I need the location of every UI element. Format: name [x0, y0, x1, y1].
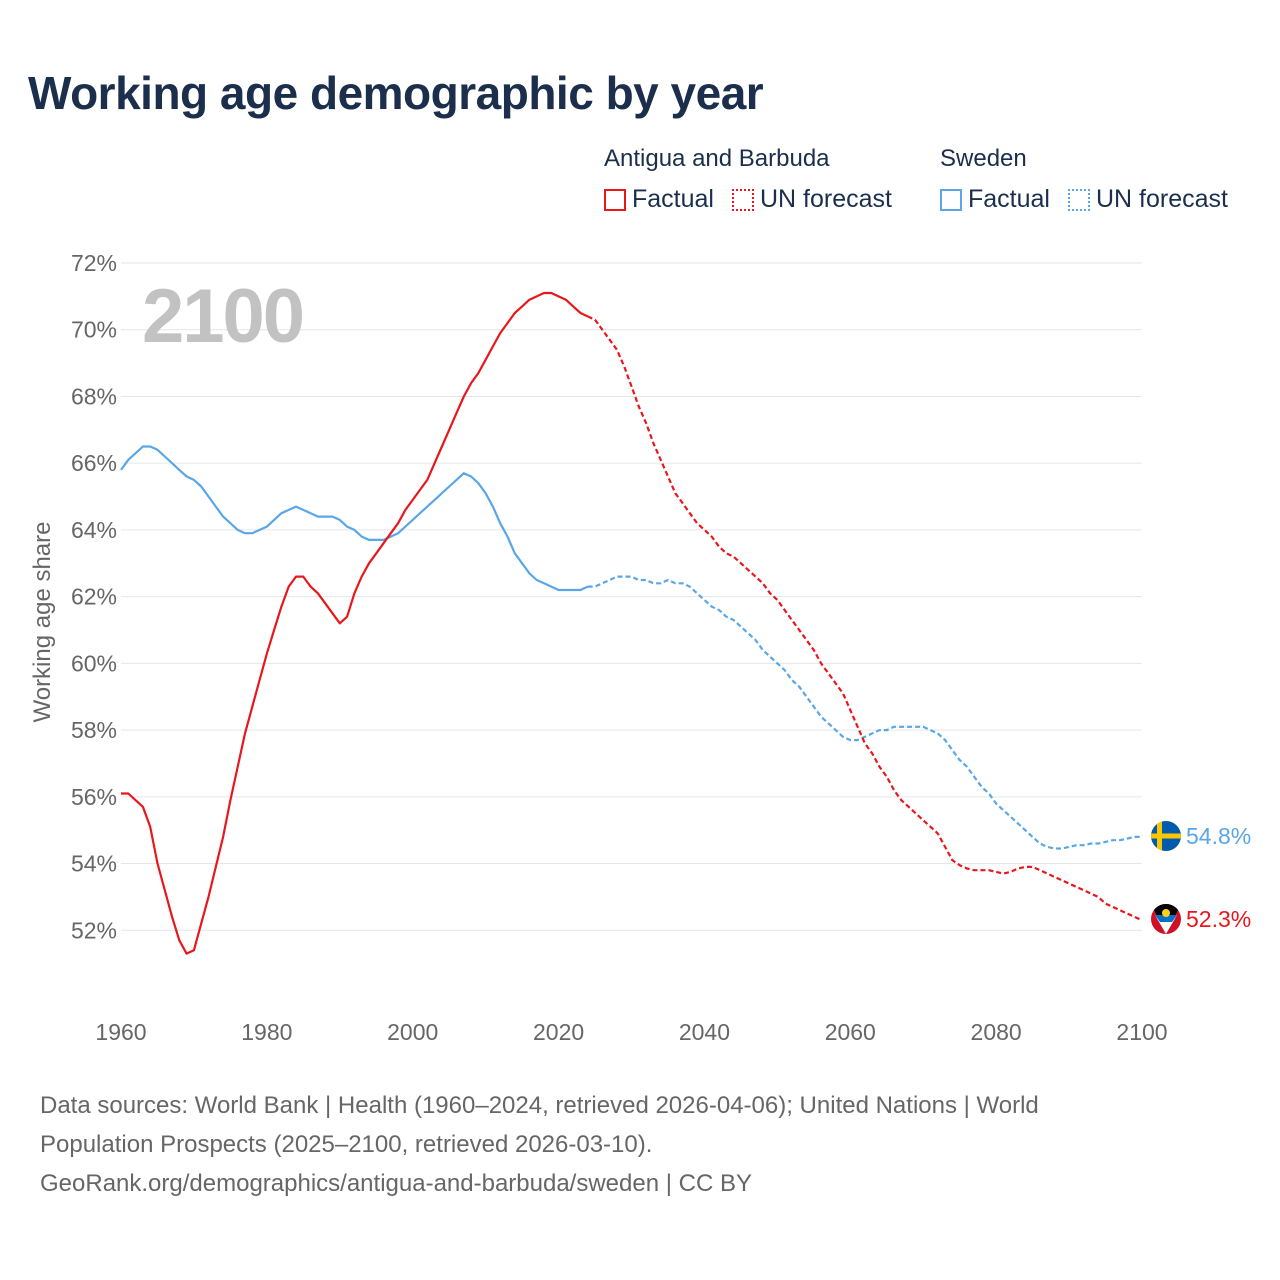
legend-label: UN forecast — [759, 185, 892, 213]
footer-line: Data sources: World Bank | Health (1960–… — [40, 1092, 1039, 1119]
series-line-antigua-factual[interactable] — [121, 291, 589, 955]
legend-swatch-solid — [604, 188, 626, 211]
end-label-sweden: 54.8% — [1186, 823, 1251, 849]
year-watermark: 2100 — [142, 274, 303, 359]
footer-link[interactable]: GeoRank.org/demographics/antigua-and-bar… — [40, 1170, 752, 1197]
x-tick-label: 2020 — [533, 1019, 584, 1045]
legend-label: Factual — [632, 185, 714, 213]
x-tick-label: 1960 — [95, 1019, 146, 1045]
y-tick-label: 66% — [71, 450, 117, 476]
x-tick-label: 2080 — [971, 1019, 1022, 1045]
series-lines — [120, 291, 1143, 955]
legend-label: UN forecast — [1095, 185, 1228, 213]
y-axis-label: Working age share — [29, 522, 56, 723]
y-tick-label: 64% — [71, 517, 117, 543]
gridlines — [121, 262, 1142, 931]
sweden-flag-icon — [1151, 821, 1181, 851]
x-tick-label: 2040 — [679, 1019, 730, 1045]
legend-antigua-forecast[interactable]: UN forecast — [731, 185, 892, 214]
legend-group-name: Sweden — [940, 145, 1027, 172]
y-tick-label: 54% — [71, 851, 117, 877]
y-tick-label: 68% — [71, 383, 117, 409]
legend-label: Factual — [968, 185, 1050, 213]
y-axis-ticks: 52% 54% 56% 58% 60% 62% 64% 66% 68% 70% 72% — [71, 250, 117, 943]
y-tick-label: 70% — [71, 317, 117, 343]
footer-line: Population Prospects (2025–2100, retriev… — [40, 1131, 653, 1158]
legend-sweden-factual[interactable]: Factual — [940, 185, 1050, 214]
legend-swatch-dotted — [1067, 188, 1090, 211]
x-tick-label: 2100 — [1116, 1019, 1167, 1045]
legend-group-antigua: Antigua and Barbuda Factual UN forecast — [604, 145, 910, 214]
x-tick-label: 2060 — [825, 1019, 876, 1045]
y-tick-label: 60% — [71, 650, 117, 676]
y-tick-label: 58% — [71, 717, 117, 743]
chart-title: Working age demographic by year — [28, 67, 764, 119]
legend-antigua-factual[interactable]: Factual — [604, 185, 714, 214]
legend-group-name: Antigua and Barbuda — [604, 145, 830, 172]
x-tick-label: 2000 — [387, 1019, 438, 1045]
legend-swatch-solid — [940, 188, 962, 211]
footer-sources: Data sources: World Bank | Health (1960–… — [40, 1086, 1220, 1203]
x-axis-ticks: 1960 1980 2000 2020 2040 2060 2080 2100 — [95, 1019, 1167, 1045]
series-line-sweden-factual[interactable] — [120, 445, 589, 592]
x-tick-label: 1980 — [241, 1019, 292, 1045]
series-line-sweden-forecast[interactable] — [587, 575, 1142, 850]
legend-group-sweden: Sweden Factual UN forecast — [940, 145, 1246, 214]
series-line-antigua-forecast[interactable] — [587, 315, 1143, 922]
y-tick-label: 56% — [71, 784, 117, 810]
y-tick-label: 52% — [71, 917, 117, 943]
antigua-and-barbuda-flag-icon — [1151, 904, 1181, 934]
y-tick-label: 72% — [71, 250, 117, 276]
legend-sweden-forecast[interactable]: UN forecast — [1067, 185, 1228, 214]
y-tick-label: 62% — [71, 584, 117, 610]
legend-swatch-dotted — [731, 188, 754, 211]
end-label-antigua: 52.3% — [1186, 906, 1251, 932]
